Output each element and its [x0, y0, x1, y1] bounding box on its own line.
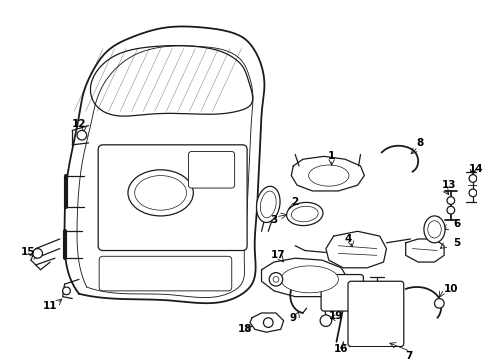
Text: 13: 13	[441, 180, 455, 190]
Text: 12: 12	[72, 119, 86, 129]
Circle shape	[272, 276, 278, 282]
Text: 2: 2	[291, 198, 298, 207]
Text: 14: 14	[468, 164, 482, 174]
Text: 17: 17	[270, 250, 285, 260]
Text: 16: 16	[333, 343, 348, 354]
Text: 1: 1	[327, 151, 335, 161]
Circle shape	[33, 249, 42, 258]
Text: 9: 9	[289, 313, 296, 323]
FancyBboxPatch shape	[99, 256, 231, 291]
Circle shape	[320, 315, 331, 327]
Text: 8: 8	[416, 138, 423, 148]
Ellipse shape	[260, 191, 276, 218]
Ellipse shape	[128, 170, 193, 216]
Text: 5: 5	[452, 238, 459, 248]
Ellipse shape	[291, 206, 318, 222]
Ellipse shape	[423, 216, 444, 243]
Circle shape	[468, 189, 476, 197]
Text: 15: 15	[21, 247, 35, 257]
Ellipse shape	[280, 266, 338, 293]
Circle shape	[62, 287, 70, 295]
Text: 11: 11	[43, 301, 57, 311]
Circle shape	[434, 298, 443, 308]
Text: 18: 18	[238, 324, 252, 334]
Text: 7: 7	[404, 351, 411, 360]
Ellipse shape	[427, 221, 440, 238]
Text: 10: 10	[443, 284, 457, 294]
Circle shape	[446, 197, 454, 204]
Text: 6: 6	[452, 219, 459, 229]
Text: 3: 3	[270, 215, 277, 225]
Ellipse shape	[134, 176, 186, 210]
Circle shape	[446, 206, 454, 214]
FancyBboxPatch shape	[98, 145, 246, 251]
FancyBboxPatch shape	[321, 275, 363, 311]
Circle shape	[468, 175, 476, 182]
Circle shape	[77, 130, 86, 140]
Ellipse shape	[286, 202, 323, 226]
Ellipse shape	[308, 165, 348, 186]
Text: 19: 19	[327, 311, 342, 321]
Text: 4: 4	[344, 234, 351, 244]
FancyBboxPatch shape	[347, 281, 403, 347]
Ellipse shape	[256, 186, 280, 222]
FancyBboxPatch shape	[188, 152, 234, 188]
Circle shape	[269, 273, 282, 286]
Circle shape	[263, 318, 272, 327]
